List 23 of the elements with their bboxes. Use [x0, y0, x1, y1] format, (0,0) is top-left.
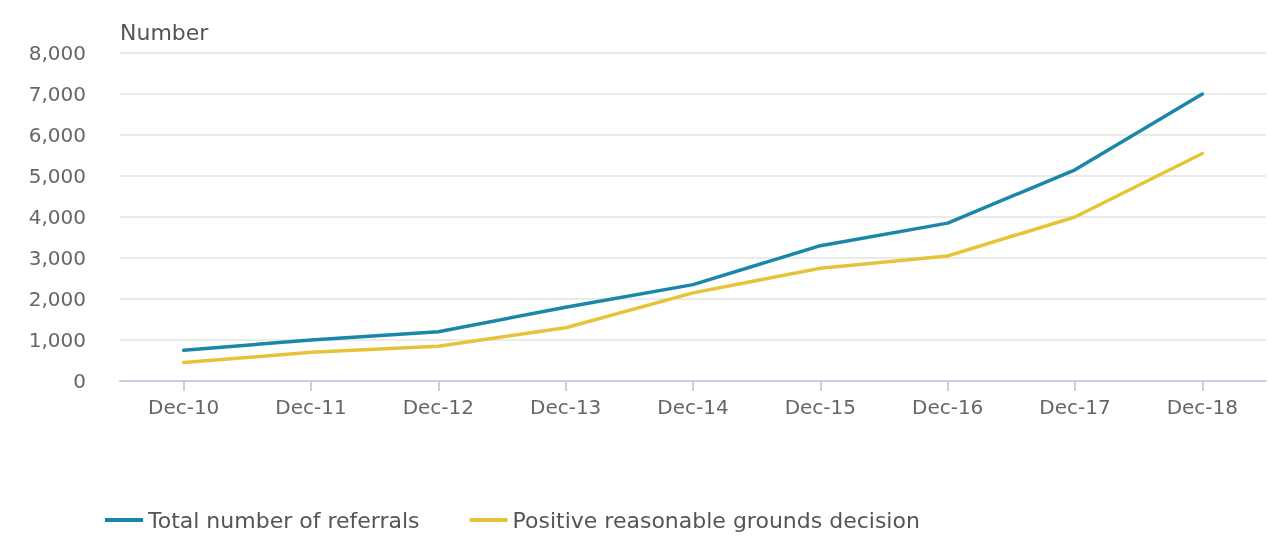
- y-tick-label: 5,000: [28, 164, 86, 188]
- legend-label: Positive reasonable grounds decision: [512, 507, 920, 533]
- line-series: [181, 92, 1205, 352]
- y-tick-label: 8,000: [28, 41, 86, 65]
- y-tick-label: 3,000: [28, 246, 86, 270]
- x-tick-label: Dec-14: [657, 395, 729, 419]
- y-axis-title: Number: [120, 19, 210, 45]
- y-tick-label: 2,000: [28, 287, 86, 311]
- y-tick-label: 1,000: [28, 328, 86, 352]
- x-tick-label: Dec-18: [1166, 395, 1239, 419]
- legend-label: Total number of referrals: [147, 507, 420, 533]
- x-tick-label: Dec-17: [1039, 395, 1111, 419]
- x-tick-label: Dec-16: [911, 395, 984, 419]
- y-tick-label: 7,000: [28, 82, 86, 106]
- x-tick-label: Dec-15: [784, 395, 857, 419]
- x-tick-label: Dec-11: [275, 395, 347, 419]
- line-series: [181, 151, 1205, 365]
- x-tick-label: Dec-12: [402, 395, 475, 419]
- y-tick-label: 0: [73, 369, 86, 393]
- y-tick-label: 6,000: [28, 123, 86, 147]
- x-tick-label: Dec-10: [147, 395, 220, 419]
- x-tick-label: Dec-13: [529, 395, 602, 419]
- y-tick-label: 4,000: [28, 205, 86, 229]
